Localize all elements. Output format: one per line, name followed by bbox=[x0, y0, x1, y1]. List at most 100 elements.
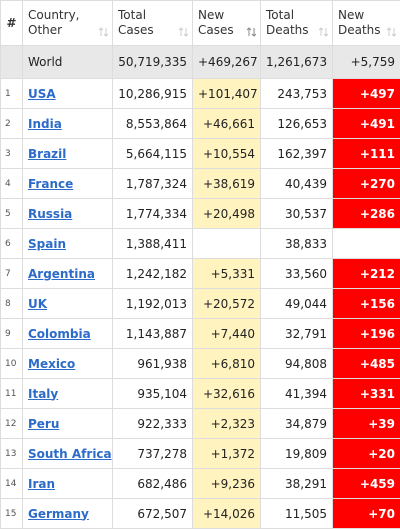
number-cell: 50,719,335 bbox=[113, 46, 193, 79]
sort-icon[interactable] bbox=[387, 27, 396, 37]
number-cell: +6,810 bbox=[193, 349, 261, 379]
rank-cell: 8 bbox=[1, 289, 23, 319]
country-link[interactable]: USA bbox=[28, 87, 56, 101]
country-cell: Germany bbox=[23, 499, 113, 529]
country-cell: France bbox=[23, 169, 113, 199]
number-cell: +14,026 bbox=[193, 499, 261, 529]
country-cell: USA bbox=[23, 79, 113, 109]
country-link[interactable]: Colombia bbox=[28, 327, 91, 341]
rank-cell: 9 bbox=[1, 319, 23, 349]
country-link[interactable]: Iran bbox=[28, 477, 55, 491]
rank-cell: 14 bbox=[1, 469, 23, 499]
country-row: 6 Spain 1,388,411 38,833 bbox=[1, 229, 400, 259]
sort-icon[interactable] bbox=[179, 27, 188, 37]
country-link[interactable]: France bbox=[28, 177, 73, 191]
column-header[interactable]: Country,Other bbox=[23, 1, 113, 46]
number-cell: 961,938 bbox=[113, 349, 193, 379]
number-cell: +20,498 bbox=[193, 199, 261, 229]
number-cell: +196 bbox=[333, 319, 400, 349]
country-link[interactable]: UK bbox=[28, 297, 47, 311]
number-cell: +101,407 bbox=[193, 79, 261, 109]
country-cell: Spain bbox=[23, 229, 113, 259]
country-link[interactable]: Italy bbox=[28, 387, 58, 401]
number-cell: 922,333 bbox=[113, 409, 193, 439]
rank-cell bbox=[1, 46, 23, 79]
country-link[interactable]: Spain bbox=[28, 237, 66, 251]
country-cell: India bbox=[23, 109, 113, 139]
number-cell: 1,261,673 bbox=[261, 46, 333, 79]
rank-cell: 5 bbox=[1, 199, 23, 229]
number-cell: 126,653 bbox=[261, 109, 333, 139]
country-link[interactable]: Peru bbox=[28, 417, 59, 431]
number-cell: +7,440 bbox=[193, 319, 261, 349]
number-cell: 162,397 bbox=[261, 139, 333, 169]
country-link[interactable]: Russia bbox=[28, 207, 72, 221]
country-cell: Argentina bbox=[23, 259, 113, 289]
header-text: New bbox=[338, 8, 395, 23]
number-cell: +5,759 bbox=[333, 46, 400, 79]
number-cell: 38,833 bbox=[261, 229, 333, 259]
number-cell: 11,505 bbox=[261, 499, 333, 529]
number-cell: +2,323 bbox=[193, 409, 261, 439]
number-cell: +459 bbox=[333, 469, 400, 499]
number-cell: +331 bbox=[333, 379, 400, 409]
number-cell: 1,143,887 bbox=[113, 319, 193, 349]
sort-icon[interactable] bbox=[247, 27, 256, 37]
country-cell: UK bbox=[23, 289, 113, 319]
rank-cell: 3 bbox=[1, 139, 23, 169]
country-link[interactable]: Germany bbox=[28, 507, 89, 521]
header-text: Cases bbox=[118, 23, 187, 38]
sort-icon[interactable] bbox=[99, 27, 108, 37]
country-link[interactable]: South Africa bbox=[28, 447, 112, 461]
number-cell: 49,044 bbox=[261, 289, 333, 319]
country-link[interactable]: Argentina bbox=[28, 267, 95, 281]
header-text: Other bbox=[28, 23, 107, 38]
number-cell: +270 bbox=[333, 169, 400, 199]
country-cell: Italy bbox=[23, 379, 113, 409]
number-cell: +212 bbox=[333, 259, 400, 289]
rank-cell: 12 bbox=[1, 409, 23, 439]
country-cell: Mexico bbox=[23, 349, 113, 379]
rank-cell: 4 bbox=[1, 169, 23, 199]
rank-cell: 6 bbox=[1, 229, 23, 259]
sort-icon[interactable] bbox=[319, 27, 328, 37]
country-cell: Brazil bbox=[23, 139, 113, 169]
rank-cell: 1 bbox=[1, 79, 23, 109]
country-cell: Iran bbox=[23, 469, 113, 499]
number-cell: 1,787,324 bbox=[113, 169, 193, 199]
country-link[interactable]: Brazil bbox=[28, 147, 66, 161]
number-cell: +10,554 bbox=[193, 139, 261, 169]
header-text: Deaths bbox=[266, 23, 327, 38]
number-cell: 19,809 bbox=[261, 439, 333, 469]
country-cell: Colombia bbox=[23, 319, 113, 349]
number-cell: 8,553,864 bbox=[113, 109, 193, 139]
header-text: Total bbox=[118, 8, 187, 23]
rank-cell: 10 bbox=[1, 349, 23, 379]
number-cell: 1,388,411 bbox=[113, 229, 193, 259]
country-link[interactable]: India bbox=[28, 117, 62, 131]
header-text: Country, bbox=[28, 8, 107, 23]
number-cell: +286 bbox=[333, 199, 400, 229]
number-cell: +1,372 bbox=[193, 439, 261, 469]
country-link[interactable]: Mexico bbox=[28, 357, 75, 371]
number-cell: 1,192,013 bbox=[113, 289, 193, 319]
number-cell bbox=[333, 229, 400, 259]
number-cell: 33,560 bbox=[261, 259, 333, 289]
column-header: # bbox=[1, 1, 23, 46]
number-cell: 94,808 bbox=[261, 349, 333, 379]
